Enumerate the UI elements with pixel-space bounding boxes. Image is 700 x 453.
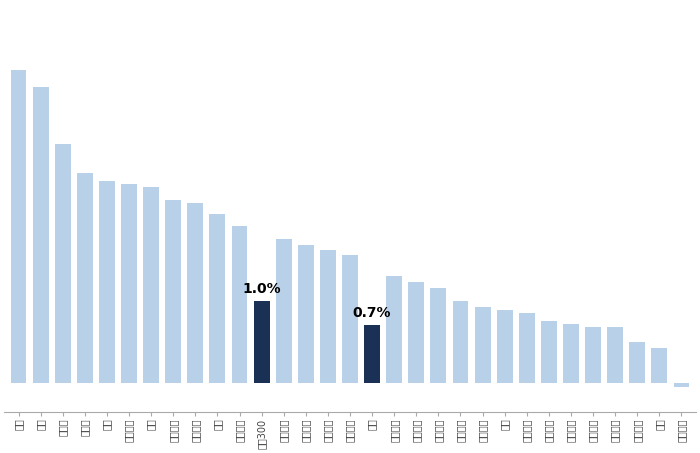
- Bar: [541, 321, 556, 383]
- Bar: [563, 323, 579, 383]
- Bar: [209, 214, 225, 383]
- Bar: [652, 348, 667, 383]
- Bar: [430, 288, 447, 383]
- Bar: [99, 181, 115, 383]
- Bar: [10, 70, 27, 383]
- Bar: [320, 250, 336, 383]
- Bar: [452, 301, 468, 383]
- Bar: [165, 200, 181, 383]
- Bar: [386, 276, 402, 383]
- Bar: [188, 203, 203, 383]
- Bar: [629, 342, 645, 383]
- Bar: [33, 87, 48, 383]
- Bar: [77, 173, 93, 383]
- Bar: [232, 226, 248, 383]
- Bar: [364, 325, 380, 383]
- Bar: [253, 301, 270, 383]
- Bar: [519, 313, 535, 383]
- Bar: [585, 327, 601, 383]
- Bar: [121, 183, 137, 383]
- Bar: [298, 245, 314, 383]
- Text: 1.0%: 1.0%: [242, 282, 281, 296]
- Text: 0.7%: 0.7%: [353, 306, 391, 320]
- Bar: [276, 239, 292, 383]
- Bar: [607, 327, 623, 383]
- Bar: [55, 144, 71, 383]
- Bar: [342, 255, 358, 383]
- Bar: [475, 307, 491, 383]
- Bar: [408, 283, 424, 383]
- Bar: [673, 383, 690, 387]
- Bar: [497, 310, 512, 383]
- Bar: [144, 187, 159, 383]
